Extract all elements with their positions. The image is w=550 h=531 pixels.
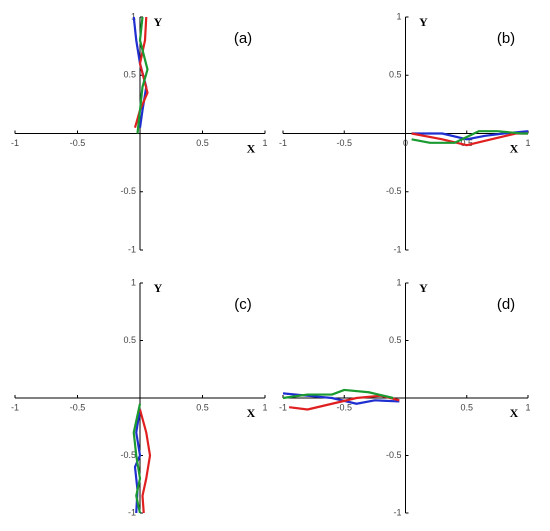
y-tick-label: 1 (396, 11, 401, 21)
x-tick-label: 1 (525, 138, 530, 148)
x-axis-label: X (247, 141, 256, 155)
y-axis-label: Y (419, 281, 428, 295)
y-tick-label: 1 (131, 11, 136, 21)
data-line (132, 403, 142, 514)
x-tick-label: -1 (11, 402, 19, 412)
y-axis-label: Y (154, 281, 163, 295)
y-tick-label: 0.5 (123, 335, 136, 345)
data-line (136, 16, 149, 134)
y-tick-label: 0.5 (389, 335, 402, 345)
x-axis-label: X (247, 406, 256, 420)
data-line (138, 409, 152, 514)
panel-label: (a) (234, 30, 252, 47)
y-tick-label: -1 (128, 507, 136, 517)
y-tick-label: -1 (393, 507, 401, 517)
x-tick-label: 0.5 (460, 138, 473, 148)
panel-label: (d) (497, 296, 515, 313)
y-tick-label: -0.5 (120, 450, 136, 460)
x-tick-label: 0.5 (196, 402, 209, 412)
y-tick-label: 1 (131, 277, 136, 287)
panel-label: (c) (234, 296, 252, 313)
x-tick-label: -0.5 (336, 402, 352, 412)
x-tick-label: -0.5 (336, 138, 352, 148)
x-tick-label: -0.5 (70, 402, 86, 412)
x-tick-label: -1 (279, 138, 287, 148)
data-line (411, 130, 528, 144)
y-axis-label: Y (154, 15, 163, 29)
y-tick-label: -1 (128, 244, 136, 254)
data-line (282, 388, 394, 400)
y-tick-label: 0.5 (123, 70, 136, 80)
y-tick-label: -0.5 (386, 450, 402, 460)
x-tick-label: 0.5 (460, 402, 473, 412)
x-tick-label: -0.5 (70, 138, 86, 148)
x-tick-label: -1 (11, 138, 19, 148)
x-tick-label: 1 (525, 402, 530, 412)
x-tick-label: 0.5 (196, 138, 209, 148)
y-axis-label: Y (419, 15, 428, 29)
x-tick-label: 0 (403, 138, 408, 148)
y-tick-label: -0.5 (386, 186, 402, 196)
x-axis-label: X (510, 406, 519, 420)
panel-label: (b) (497, 30, 515, 47)
x-tick-label: -1 (279, 402, 287, 412)
y-tick-label: 1 (396, 277, 401, 287)
x-tick-label: 1 (262, 138, 267, 148)
y-tick-label: 0.5 (389, 70, 402, 80)
y-tick-label: -0.5 (120, 186, 136, 196)
x-tick-label: 1 (262, 402, 267, 412)
y-tick-label: -1 (393, 244, 401, 254)
x-axis-label: X (510, 141, 519, 155)
